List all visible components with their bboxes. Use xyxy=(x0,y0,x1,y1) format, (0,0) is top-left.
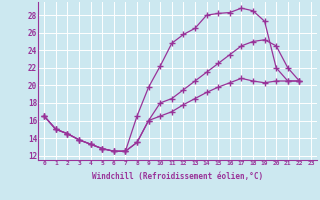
X-axis label: Windchill (Refroidissement éolien,°C): Windchill (Refroidissement éolien,°C) xyxy=(92,172,263,181)
